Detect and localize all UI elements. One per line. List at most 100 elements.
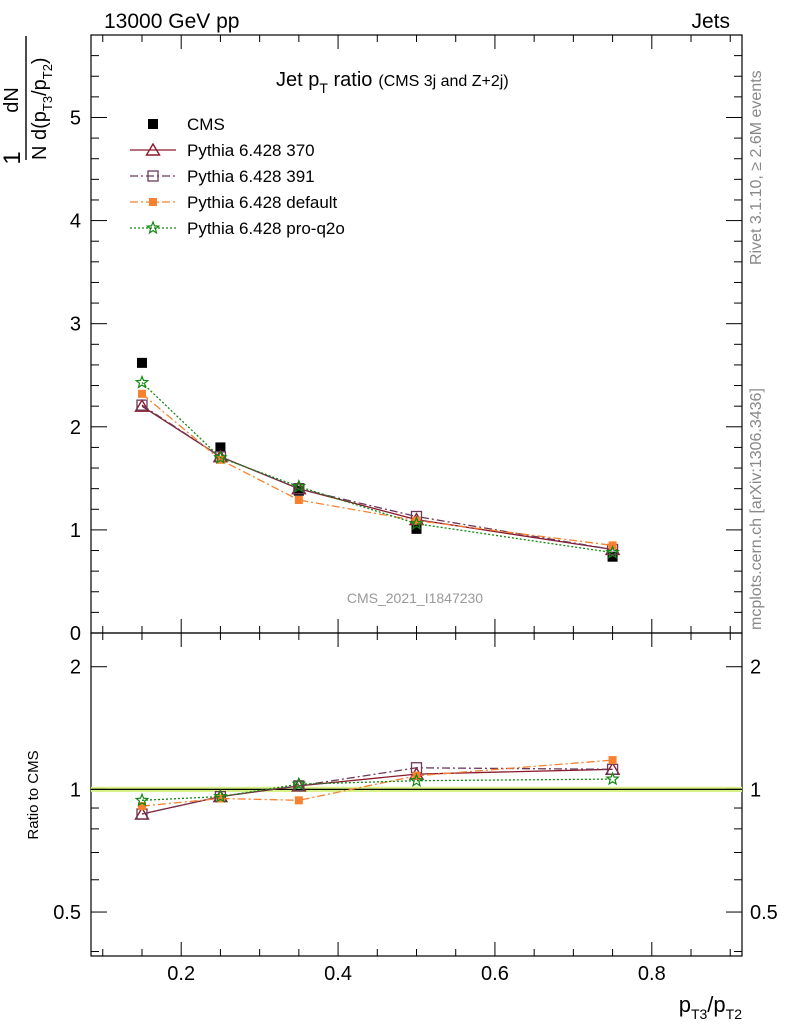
- main-series-point: [409, 516, 424, 530]
- legend-marker: [147, 170, 159, 182]
- xlabel-mid: /p: [707, 992, 725, 1017]
- main-series-2: [136, 399, 619, 556]
- main-series-0: [136, 357, 618, 562]
- main-y-tick-label: 3: [70, 314, 81, 336]
- ratio-series-point: [608, 756, 617, 765]
- main-series: [134, 357, 621, 562]
- ratio-band: [91, 786, 742, 793]
- legend-label: Pythia 6.428 default: [187, 193, 338, 212]
- ylabel-den-sub1: T3: [40, 96, 55, 111]
- ratio-y-tick-label: 1: [70, 779, 81, 801]
- legend: CMS Pythia 6.428 370 Pythia 6.428 391 Pythi…: [130, 115, 345, 238]
- ratio-x-ticks: 0.2 0.4 0.6 0.8: [102, 633, 731, 985]
- ratio-series-point: [293, 780, 305, 792]
- xlabel-sub2: T2: [726, 1006, 743, 1022]
- main-series-1: [134, 398, 621, 556]
- main-y-tick-label: 1: [70, 520, 81, 542]
- legend-item: Pythia 6.428 pro-q2o: [130, 219, 345, 238]
- legend-marker: [149, 198, 157, 206]
- mcplots-label: mcplots.cern.ch [arXiv:1306.3436]: [748, 388, 765, 630]
- legend-label: CMS: [187, 115, 225, 134]
- main-y-tick-label: 4: [70, 211, 81, 233]
- main-series-point: [134, 374, 150, 389]
- ratio-series-point: [137, 802, 146, 811]
- main-series-point: [291, 478, 307, 493]
- x-tick-label: 0.4: [324, 963, 352, 985]
- ratio-series-point: [294, 796, 303, 805]
- ratio-series-point: [134, 792, 150, 807]
- ratio-y-ticks: 0.5 0.5 1 1 2 2: [53, 657, 778, 953]
- ylabel-num: dN: [1, 87, 23, 113]
- ratio-y-tick-label: 0.5: [53, 902, 81, 924]
- ratio-series-line: [141, 759, 613, 807]
- ylabel-den: N d(pT3/pT2): [29, 57, 55, 160]
- ratio-series-3: [134, 771, 620, 807]
- main-y-label: 1 dN N d(pT3/pT2): [0, 36, 55, 165]
- legend-marker: [145, 142, 161, 156]
- xlabel-sub1: T3: [691, 1006, 708, 1022]
- ylabel-den-end: ): [29, 57, 51, 64]
- legend-label: Pythia 6.428 pro-q2o: [187, 219, 345, 238]
- ratio-series-line: [141, 767, 613, 815]
- main-series-point: [136, 399, 148, 411]
- main-series-point: [215, 442, 226, 453]
- main-x-ticks: [102, 35, 731, 633]
- main-series-point: [605, 544, 620, 559]
- ratio-y-tick-label-right: 1: [750, 779, 761, 801]
- main-series-point: [134, 398, 150, 412]
- main-series-point: [213, 450, 228, 464]
- ratio-series-point: [216, 794, 225, 803]
- rivet-label: Rivet 3.1.10, ≥ 2.6M events: [748, 70, 765, 265]
- main-series-point: [411, 523, 422, 534]
- ylabel-one: 1: [0, 151, 26, 164]
- ratio-series-point: [605, 771, 620, 786]
- main-series-4: [134, 374, 620, 559]
- main-y-tick-label: 0: [70, 623, 81, 645]
- legend-marker: [148, 119, 158, 129]
- main-series-point: [293, 485, 304, 496]
- ratio-frame: [90, 632, 743, 957]
- ratio-y-tick-label: 2: [70, 657, 81, 679]
- title-sub: T: [319, 80, 328, 96]
- ratio-y-tick-label-right: 2: [750, 657, 761, 679]
- x-tick-label: 0.6: [481, 963, 509, 985]
- legend-item: Pythia 6.428 default: [130, 193, 338, 212]
- watermark: CMS_2021_I1847230: [347, 590, 483, 606]
- energy-label: 13000 GeV pp: [104, 10, 239, 33]
- ratio-series-point: [213, 788, 228, 803]
- title-small: (CMS 3j and Z+2j): [378, 73, 508, 90]
- xlabel-main: p: [679, 992, 691, 1017]
- legend-label: Pythia 6.428 370: [187, 141, 315, 160]
- process-label: Jets: [691, 10, 730, 33]
- legend-item: Pythia 6.428 370: [130, 141, 315, 160]
- legend-marker: [145, 220, 161, 235]
- main-series-3: [137, 389, 617, 550]
- x-tick-label: 0.2: [167, 963, 195, 985]
- ratio-y-label: Ratio to CMS: [25, 750, 42, 839]
- main-series-line: [141, 393, 613, 547]
- main-panel: 0 1 2 3 4 5 Jet pT ratio (CMS 3j and Z+2j) CMS…: [0, 34, 743, 645]
- ylabel-den-sub2: T2: [40, 64, 55, 79]
- ratio-series-2: [137, 756, 617, 811]
- main-series-point: [607, 551, 618, 562]
- main-series-point: [294, 495, 303, 504]
- main-y-tick-label: 5: [70, 107, 81, 129]
- main-series-line: [141, 405, 613, 551]
- main-series-point: [136, 357, 147, 368]
- main-series-point: [137, 389, 146, 398]
- main-series-line: [141, 382, 613, 554]
- ylabel-den-a: N d(p: [29, 111, 51, 160]
- chart-title: Jet pT ratio (CMS 3j and Z+2j): [276, 69, 509, 96]
- ratio-series-point: [291, 776, 307, 791]
- legend-item: CMS: [148, 115, 225, 134]
- ratio-series-line: [141, 778, 613, 801]
- x-tick-label: 0.8: [638, 963, 666, 985]
- main-y-ticks: 0 1 2 3 4 5: [70, 55, 742, 645]
- main-series-point: [412, 516, 421, 525]
- ratio-y-tick-label-right: 0.5: [750, 902, 778, 924]
- main-y-tick-label: 2: [70, 417, 81, 439]
- x-axis-label: pT3/pT2: [679, 992, 743, 1022]
- ratio-series: [134, 756, 621, 820]
- ylabel-den-mid: /p: [29, 79, 51, 96]
